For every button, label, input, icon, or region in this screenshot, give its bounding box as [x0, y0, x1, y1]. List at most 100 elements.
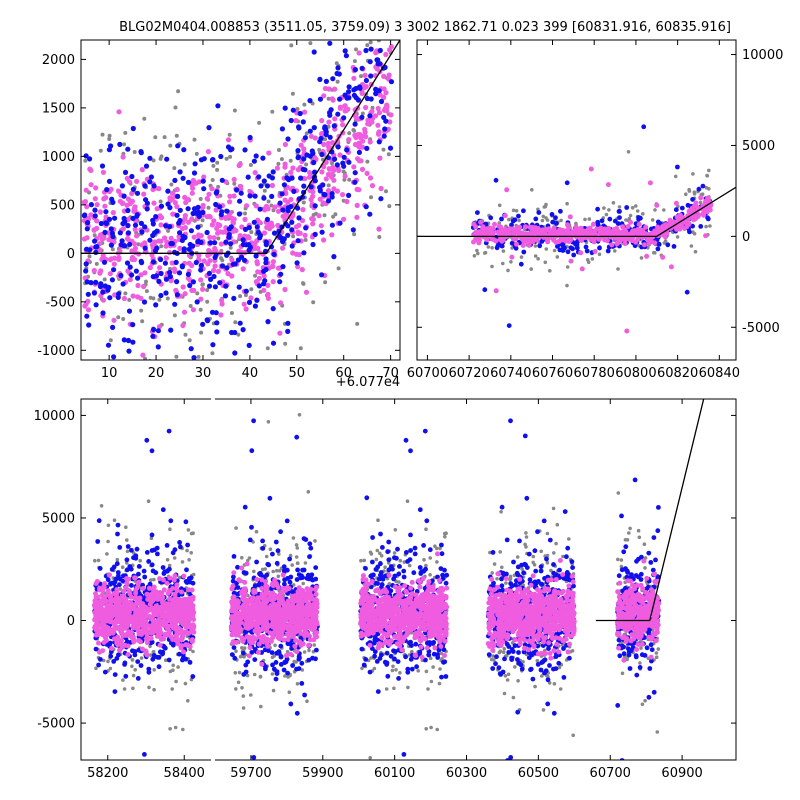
- grey-point: [240, 555, 244, 560]
- blue-point: [219, 177, 225, 183]
- pink-point: [201, 258, 207, 264]
- blue-point: [595, 219, 601, 225]
- blue-point: [188, 346, 194, 352]
- pink-point: [573, 224, 579, 230]
- blue-point: [294, 577, 300, 582]
- grey-point: [543, 260, 548, 265]
- pink-point: [602, 237, 608, 243]
- blue-point: [317, 76, 323, 82]
- grey-point: [130, 658, 135, 662]
- y-tick-label: 0: [67, 247, 75, 262]
- blue-point: [360, 12, 365, 17]
- blue-point: [299, 660, 305, 666]
- blue-point: [287, 556, 292, 562]
- blue-point: [129, 547, 134, 553]
- grey-point: [148, 653, 153, 657]
- blue-point: [251, 418, 256, 424]
- grey-point: [236, 332, 241, 337]
- pink-point: [165, 611, 171, 617]
- blue-point: [270, 169, 276, 175]
- blue-point: [568, 245, 574, 251]
- blue-point: [269, 193, 275, 199]
- blue-point: [98, 657, 103, 662]
- blue-point: [359, 65, 365, 71]
- pink-point: [156, 617, 162, 622]
- blue-point: [152, 547, 157, 553]
- pink-point: [114, 604, 120, 610]
- blue-point: [231, 645, 237, 650]
- blue-point: [319, 151, 325, 158]
- grey-point: [472, 254, 477, 258]
- pink-point: [108, 186, 114, 192]
- blue-point: [92, 207, 98, 213]
- pink-point: [326, 86, 332, 92]
- pink-point: [167, 616, 173, 622]
- pink-point: [187, 644, 193, 649]
- blue-point: [212, 284, 218, 290]
- blue-point: [126, 348, 132, 354]
- grey-point: [172, 166, 177, 171]
- grey-point: [236, 680, 241, 685]
- grey-point: [108, 338, 113, 343]
- pink-point: [269, 223, 275, 229]
- pink-point: [134, 233, 140, 239]
- blue-point: [289, 175, 295, 181]
- blue-point: [176, 651, 182, 657]
- blue-point: [124, 639, 130, 644]
- blue-point: [270, 306, 276, 312]
- blue-point: [130, 339, 136, 345]
- pink-point: [94, 202, 100, 208]
- blue-point: [158, 270, 164, 277]
- pink-point: [364, 170, 370, 176]
- grey-point: [106, 659, 110, 664]
- grey-point: [289, 43, 294, 48]
- blue-point: [234, 187, 240, 193]
- blue-point: [263, 260, 269, 266]
- blue-point: [223, 283, 229, 289]
- grey-point: [246, 558, 250, 563]
- pink-point: [200, 286, 206, 292]
- blue-point: [165, 188, 171, 194]
- blue-point: [265, 648, 271, 653]
- pink-point: [135, 626, 141, 632]
- grey-point: [530, 188, 534, 192]
- blue-point: [127, 241, 133, 247]
- blue-point: [138, 220, 144, 226]
- pink-point: [495, 229, 501, 235]
- pink-point: [160, 622, 166, 628]
- pink-point: [132, 226, 138, 232]
- y-tick-label: 1000: [42, 150, 75, 165]
- pink-point: [493, 288, 499, 294]
- pink-point: [319, 131, 325, 137]
- grey-point: [271, 369, 275, 373]
- full-panel: 58200 58400 59700 59900 60100 60300 60500 60700…: [34, 398, 737, 781]
- blue-point: [260, 538, 265, 544]
- grey-point: [507, 217, 511, 222]
- pink-point: [135, 282, 141, 289]
- pink-point: [344, 198, 350, 205]
- blue-point: [162, 260, 168, 266]
- pink-point: [93, 581, 99, 586]
- blue-point: [167, 224, 173, 230]
- pink-point: [170, 211, 176, 217]
- blue-point: [93, 646, 99, 652]
- pink-point: [568, 258, 574, 264]
- blue-point: [157, 649, 163, 655]
- blue-point: [142, 574, 148, 580]
- blue-point: [169, 241, 175, 247]
- blue-point: [285, 223, 291, 229]
- pink-point: [275, 265, 282, 271]
- pink-point: [125, 576, 131, 582]
- blue-point: [144, 550, 150, 555]
- pink-point: [114, 587, 120, 593]
- blue-point: [125, 544, 131, 549]
- grey-point: [210, 178, 215, 182]
- blue-point: [129, 173, 135, 180]
- pink-point: [124, 202, 130, 208]
- pink-point: [147, 265, 153, 271]
- pink-point: [184, 600, 190, 606]
- blue-point: [129, 272, 135, 278]
- grey-point: [234, 649, 238, 653]
- pink-point: [181, 649, 186, 655]
- pink-point: [125, 268, 131, 274]
